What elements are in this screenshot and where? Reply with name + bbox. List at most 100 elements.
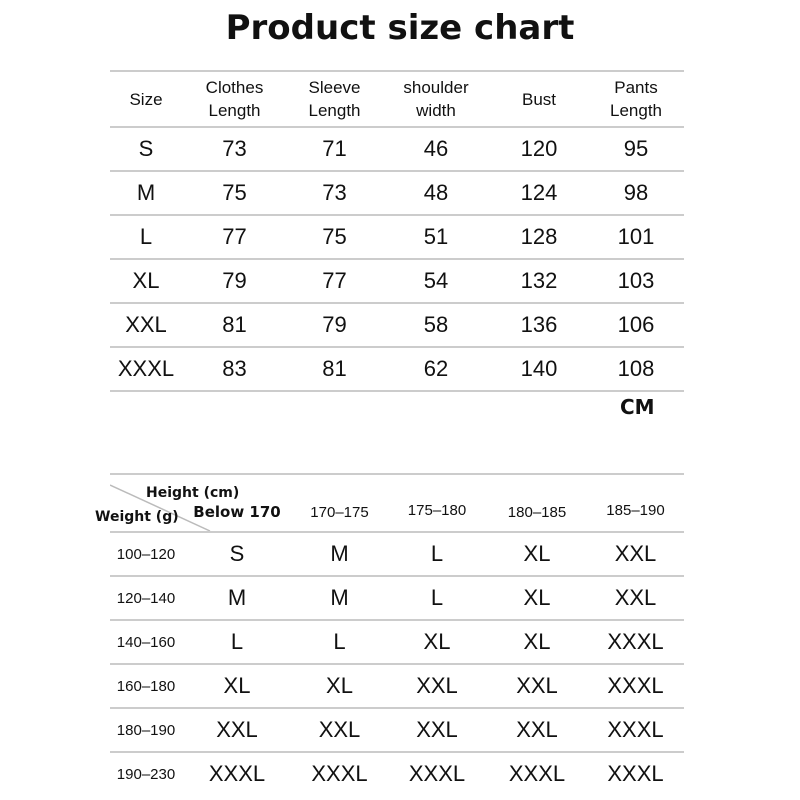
size-cell: L	[430, 541, 444, 566]
fit-row: 160–180 XL XL XXL XXL XXXL	[110, 663, 684, 707]
size-table-header: Size Clothes Length Sleeve Length should…	[110, 70, 684, 126]
size-cell: XL	[326, 673, 353, 698]
fit-row: 140–160 L L XL XL XXXL	[110, 619, 684, 663]
weight-cell: 160–180	[116, 677, 176, 695]
size-cell: XXL	[318, 717, 361, 742]
table-cell: L	[139, 224, 153, 249]
table-cell: 73	[222, 136, 247, 161]
header-cell: 185–190	[606, 501, 665, 519]
table-cell: S	[138, 136, 154, 161]
header-cell: Pants Length	[610, 78, 662, 120]
header-cell: Clothes Length	[205, 78, 264, 120]
divider	[110, 390, 684, 392]
table-cell: 77	[322, 268, 347, 293]
size-cell: XXXL	[607, 629, 664, 654]
table-cell: 124	[520, 180, 558, 205]
size-cell: XXXL	[408, 761, 466, 786]
size-cell: XXXL	[208, 761, 266, 786]
height-axis-label: Height (cm)	[146, 485, 240, 501]
table-cell: 48	[423, 180, 449, 205]
size-cell: XXL	[216, 717, 258, 742]
table-cell: 108	[617, 356, 655, 381]
fit-table: Height (cm) Weight (g) Below 170 170–175…	[95, 473, 684, 795]
unit-label: CM	[620, 395, 655, 419]
weight-cell: 120–140	[116, 589, 176, 607]
weight-cell: 190–230	[116, 765, 176, 783]
size-cell: S	[229, 541, 245, 566]
size-cell: L	[230, 629, 244, 654]
size-cell: XXL	[516, 673, 558, 698]
weight-cell: 180–190	[116, 721, 176, 739]
size-cell: XL	[523, 541, 551, 566]
header-cell: shoulder width	[403, 78, 469, 120]
size-cell: M	[227, 585, 247, 610]
diagonal-divider	[110, 484, 211, 531]
table-cell: 120	[520, 136, 558, 161]
table-cell: 140	[520, 356, 558, 381]
size-cell: M	[330, 585, 349, 610]
size-row: S 73 71 46 120 95	[110, 126, 684, 170]
header-cell: Below 170	[193, 502, 281, 521]
header-cell: Size	[129, 89, 163, 109]
size-row: L 77 75 51 128 101	[110, 214, 684, 258]
size-row: XL 79 77 54 132 103	[110, 258, 684, 302]
table-cell: 75	[322, 224, 347, 249]
weight-cell: 100–120	[116, 545, 176, 563]
size-cell: XL	[523, 585, 551, 610]
table-cell: 98	[623, 180, 649, 205]
table-cell: 51	[423, 224, 449, 249]
size-cell: XXXL	[607, 717, 664, 742]
table-cell: 54	[423, 268, 449, 293]
table-cell: 79	[322, 312, 347, 337]
weight-cell: 140–160	[116, 633, 176, 651]
table-cell: 46	[423, 136, 449, 161]
size-cell: XL	[423, 629, 451, 654]
size-row: XXXL 83 81 62 140 108	[110, 346, 684, 390]
table-cell: 106	[617, 312, 655, 337]
header-cell: 180–185	[507, 503, 567, 521]
header-cell: 175–180	[407, 501, 467, 519]
size-cell: XXL	[614, 585, 657, 610]
table-cell: 136	[520, 312, 558, 337]
size-cell: XXL	[516, 717, 558, 742]
table-cell: XXXL	[117, 356, 175, 381]
size-cell: L	[430, 585, 444, 610]
table-cell: 95	[623, 136, 649, 161]
size-cell: M	[330, 541, 349, 566]
table-cell: 103	[617, 268, 655, 293]
size-cell: XXXL	[311, 761, 368, 786]
header-cell: 170–175	[310, 503, 369, 521]
table-cell: XXL	[125, 312, 167, 337]
size-cell: XXXL	[607, 673, 664, 698]
fit-table-header: Height (cm) Weight (g) Below 170 170–175…	[95, 473, 684, 531]
size-row: XXL 81 79 58 136 106	[110, 302, 684, 346]
size-row: M 75 73 48 124 98	[110, 170, 684, 214]
table-cell: M	[136, 180, 156, 205]
size-table: Size Clothes Length Sleeve Length should…	[110, 70, 684, 392]
table-cell: 58	[423, 312, 449, 337]
size-cell: L	[333, 629, 346, 654]
table-cell: 73	[322, 180, 347, 205]
header-cell: Bust	[521, 89, 557, 109]
table-cell: 62	[423, 356, 449, 381]
size-cell: XL	[223, 673, 251, 698]
table-cell: 128	[520, 224, 558, 249]
size-cell: XL	[523, 629, 551, 654]
size-cell: XXL	[416, 717, 458, 742]
table-cell: 77	[222, 224, 247, 249]
fit-row: 180–190 XXL XXL XXL XXL XXXL	[110, 707, 684, 751]
size-cell: XXL	[416, 673, 458, 698]
table-cell: 83	[222, 356, 247, 381]
size-cell: XXXL	[607, 761, 664, 786]
table-cell: 101	[617, 224, 655, 249]
fit-row: 190–230 XXXL XXXL XXXL XXXL XXXL	[110, 751, 684, 795]
table-cell: 132	[520, 268, 558, 293]
size-cell: XXL	[614, 541, 657, 566]
table-cell: 71	[322, 136, 347, 161]
fit-row: 120–140 M M L XL XXL	[110, 575, 684, 619]
table-cell: 81	[222, 312, 247, 337]
weight-axis-label: Weight (g)	[95, 509, 179, 525]
table-cell: XL	[132, 268, 160, 293]
table-cell: 79	[222, 268, 247, 293]
size-cell: XXXL	[508, 761, 566, 786]
